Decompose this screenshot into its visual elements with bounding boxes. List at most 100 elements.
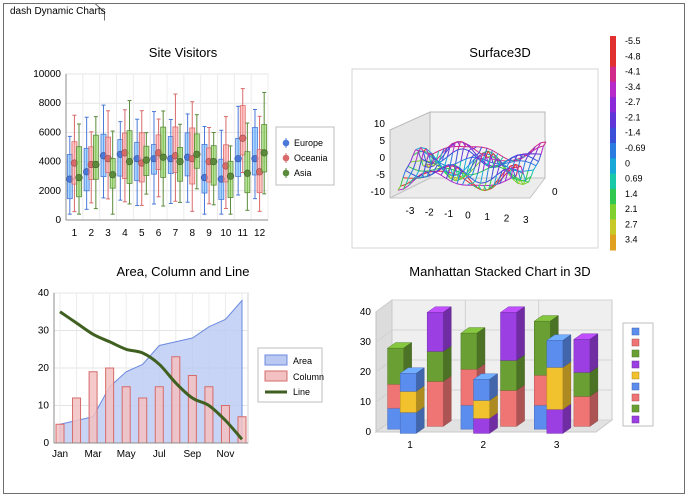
manhattan-legend[interactable]: [622, 322, 654, 427]
surface-mesh-col: [466, 172, 470, 175]
surface-mesh-col: [465, 150, 470, 159]
manhattan-ytick: 0: [365, 427, 371, 438]
bar-side: [516, 354, 525, 391]
bar-side: [442, 375, 452, 427]
window-tab-shape: [3, 3, 105, 21]
surface-mesh-col: [524, 155, 529, 162]
surface-mesh-col: [468, 157, 473, 165]
surface3d-ztick: 0: [379, 153, 385, 164]
surface-mesh-col: [512, 164, 517, 169]
colorbar-swatch: [610, 173, 616, 190]
surface3d-xtick: -1: [444, 209, 453, 220]
column-bar-aug: [171, 356, 181, 444]
area-column-line-legend[interactable]: Area Column Line: [257, 347, 324, 403]
surface-mesh-col: [498, 164, 503, 168]
surface-mesh-col: [421, 171, 425, 178]
bar-front: [500, 312, 517, 361]
surface-mesh-col: [498, 158, 502, 163]
site-visitors-legend[interactable]: Europe Oceania Asia: [275, 126, 335, 186]
column-bar-sep: [187, 375, 197, 444]
surface-mesh-col: [520, 166, 524, 175]
surface-mesh-col: [420, 147, 424, 152]
surface-mesh-col: [448, 165, 452, 173]
surface-mesh-col: [503, 161, 507, 165]
surface-mesh-col: [509, 165, 514, 169]
bar-front: [473, 379, 490, 401]
surface-mesh-col: [506, 159, 510, 162]
surface-mesh-col: [445, 164, 449, 168]
bar-front: [399, 391, 417, 413]
colorbar-label: 1.4: [625, 189, 638, 199]
surface-mesh-col: [476, 154, 481, 159]
box-europe-1: [66, 135, 74, 215]
area-column-line-chart: Area, Column and Line 0 10 20 30 40 Jan Mar May…: [38, 264, 324, 460]
acl-ytick: 40: [38, 288, 50, 299]
surface-mesh-col: [490, 166, 495, 180]
surface-mesh-col: [515, 166, 519, 177]
box-body: [76, 146, 82, 198]
surface-mesh-col: [466, 164, 470, 174]
manhattan-bars: [386, 306, 599, 434]
surface-mesh-col: [517, 170, 522, 181]
colorbar-swatch: [610, 127, 616, 144]
surface-mesh-col: [417, 147, 422, 153]
surface-mesh-col: [465, 143, 469, 146]
box-asia-8: [193, 114, 201, 190]
surface-mesh-col: [444, 156, 448, 166]
site-visitors-ytick: 2000: [39, 186, 62, 197]
surface-mesh-col: [432, 170, 436, 173]
box-body: [210, 145, 217, 186]
box-asia-9: [210, 132, 218, 206]
surface-mesh-col: [501, 164, 505, 167]
site-visitors-xtick: 8: [189, 228, 195, 239]
surface-mesh-col: [407, 161, 411, 167]
column-bar-jun: [138, 397, 148, 444]
surface-mesh-col: [441, 148, 445, 155]
surface-mesh-col: [488, 185, 493, 189]
colorbar-swatch: [610, 219, 616, 236]
surface-mesh-col: [423, 148, 427, 152]
surface-mesh-col: [475, 186, 479, 189]
box-body: [160, 126, 167, 178]
median-marker: [260, 149, 268, 157]
surface-mesh-col: [520, 180, 524, 185]
surface-mesh-col: [472, 184, 476, 188]
bar-front: [473, 400, 490, 419]
colorbar-label: 0.69: [625, 174, 643, 184]
manhattan-xtick: 2: [481, 440, 487, 451]
surface-mesh-col: [434, 165, 438, 170]
column-bar-oct: [204, 386, 214, 444]
site-visitors-ytick: 0: [55, 215, 61, 226]
acl-xtick: Mar: [84, 449, 102, 460]
acl-ytick: 30: [38, 326, 50, 337]
manhattan-legend-swatch: [631, 371, 640, 380]
stack-1-column-2: [399, 367, 425, 434]
surface-mesh-col: [431, 158, 435, 163]
bar-front: [460, 332, 478, 370]
acl-ytick: 10: [38, 401, 50, 412]
bar-front: [399, 373, 417, 392]
surface-mesh-col: [427, 163, 432, 168]
surface-mesh-col: [435, 170, 439, 173]
surface-mesh-col: [452, 142, 456, 153]
bar-front: [426, 312, 444, 352]
surface-mesh-col: [514, 154, 518, 162]
stack-3-column-2: [546, 334, 572, 434]
surface-mesh-col: [500, 156, 504, 161]
surface-mesh-col: [445, 172, 450, 179]
surface-mesh-col: [499, 177, 503, 184]
surface-mesh-col: [421, 174, 425, 178]
surface-mesh-col: [410, 155, 414, 163]
manhattan-legend-swatch: [631, 338, 640, 347]
manhattan-legend-swatch: [631, 415, 640, 424]
surface-mesh-col: [511, 160, 514, 162]
legend-label-europe: Europe: [294, 138, 323, 148]
box-asia-10: [226, 145, 235, 215]
surface-mesh-col: [522, 161, 526, 172]
surface-mesh-col: [507, 165, 511, 173]
box-europe-11: [234, 105, 242, 196]
column-bar-mar: [88, 371, 98, 444]
surface-mesh-col: [480, 189, 484, 191]
manhattan-legend-swatch: [631, 360, 640, 369]
bar-front: [573, 339, 591, 373]
